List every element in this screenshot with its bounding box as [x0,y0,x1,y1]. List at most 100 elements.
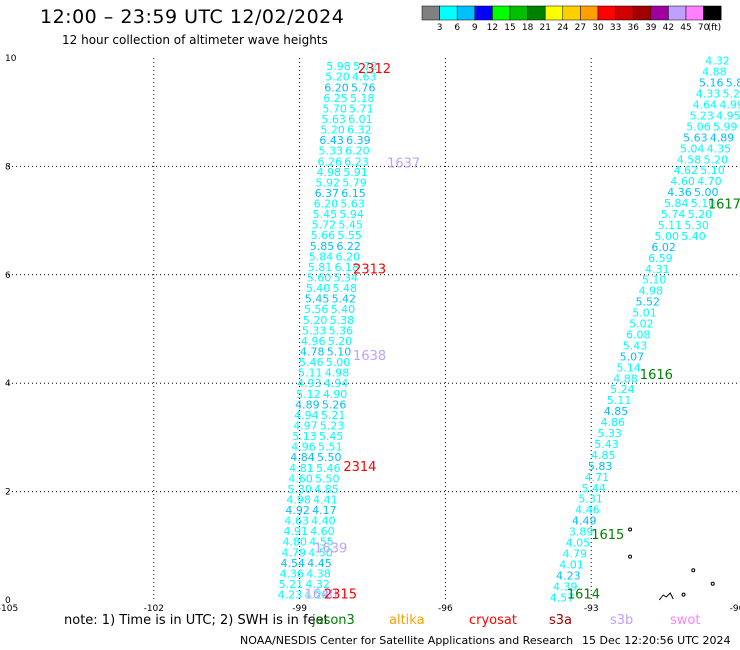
wave-height-value: 5.11 [298,367,323,380]
wave-height-value: 5.10 [700,164,725,177]
colorbar-label: 15 [504,23,515,33]
wave-height-value: 4.60 [310,525,335,538]
wave-height-value: 4.96 [291,441,316,454]
y-tick-label: 6 [5,271,11,281]
wave-height-value: 6.20 [345,145,370,158]
wave-height-value: 5.23 [689,109,714,122]
page-title: 12:00 – 23:59 UTC 12/02/2024 [40,6,345,28]
colorbar-swatch [456,5,476,21]
wave-height-value: 4.93 [297,377,322,390]
wave-height-value: 4.60 [670,175,695,188]
wave-height-value: 5.43 [594,438,619,451]
colorbar-label: 18 [522,23,534,33]
colorbar-label: 39 [645,23,657,33]
colorbar-swatch [597,5,616,21]
wave-height-value: 5.02 [629,318,654,331]
wave-height-value: 5.63 [683,131,708,144]
wave-height-value: 5.33 [597,427,622,440]
wave-height-value: 5.98 [326,60,351,73]
wave-height-value: 6.37 [315,187,340,200]
wave-height-value: 4.17 [312,504,337,517]
wave-height-value: 4.98 [317,166,342,179]
colorbar-label: 33 [610,23,621,33]
y-tick-label: 0 [5,596,11,606]
wave-height-value: 4.95 [716,109,740,122]
colorbar-unit: (ft) [708,23,722,33]
wave-height-value: 5.72 [312,219,337,232]
wave-height-value: 5.44 [582,482,607,495]
coastline-segment [658,592,674,601]
legend-s3a: s3a [549,613,573,628]
wave-height-value: 5.45 [313,208,338,221]
coastline-mark [691,568,696,573]
wave-height-value: 5.24 [610,383,635,396]
colorbar-label: 45 [680,23,691,33]
wave-height-value: 4.63 [352,71,377,84]
colorbar-swatch [650,5,669,21]
wave-height-value: 5.51 [318,441,343,454]
wave-height-value: 6.32 [347,124,372,137]
wave-height-value: 6.02 [651,241,676,254]
wave-height-value: 6.15 [341,187,366,200]
time-label: 2312 [358,62,391,77]
wave-height-value: 5.76 [351,81,376,94]
wave-height-value: 4.99 [719,99,740,112]
colorbar-swatch [615,5,634,21]
wave-height-value: 5.00 [326,356,351,369]
colorbar-swatch [580,5,599,21]
wave-height-value: 5.56 [304,303,329,316]
time-label: 1617 [708,197,740,212]
wave-height-value: 5.45 [338,219,363,232]
wave-height-value: 5.45 [305,293,330,306]
wave-height-value: 5.23 [320,419,345,432]
wave-height-value: 5.84 [664,197,689,210]
wave-height-value: 5.43 [623,339,648,352]
wave-height-value: 5.04 [680,142,705,155]
wave-height-value: 5.30 [684,219,709,232]
legend-jason3: jason3 [312,613,355,628]
coastline-mark [681,592,686,597]
time-label: 1638 [353,349,386,364]
wave-height-value: 6.18 [334,261,359,274]
wave-height-value: 4.38 [306,567,331,580]
wave-height-value: 5.66 [311,229,336,242]
wave-height-value: 4.45 [307,557,332,570]
wave-height-value: 4.88 [702,66,727,79]
x-tick-label: -102 [144,604,164,614]
wave-height-value: 4.58 [677,153,702,166]
x-tick-label: -99 [292,604,307,614]
colorbar-swatch [527,5,546,21]
coastline-mark [710,581,715,586]
wave-height-value: 5.11 [658,219,683,232]
wave-height-value: 4.64 [693,99,718,112]
wave-height-value: 4.33 [696,88,721,101]
wave-height-value: 5.81 [726,77,740,90]
wave-height-value: 4.32 [705,55,730,68]
wave-height-value: 6.20 [324,81,349,94]
time-label: 2315 [324,588,357,603]
wave-height-value: 5.74 [661,208,686,221]
wave-height-value: 4.97 [293,419,318,432]
colorbar-swatch [685,5,704,21]
wave-height-value: 5.20 [688,208,713,221]
colorbar-swatch [668,5,687,21]
wave-height-value: 5.10 [691,197,716,210]
wave-height-value: 5.99 [713,120,738,133]
wave-height-value: 6.25 [323,92,348,105]
wave-height-value: 4.31 [645,263,670,276]
wave-height-value: 5.33 [318,145,343,158]
wave-height-value: 5.48 [333,282,358,295]
colorbar-swatch [632,5,652,21]
wave-height-value: 5.46 [316,462,341,475]
wave-height-value: 5.20 [703,153,728,166]
wave-height-value: 4.60 [288,472,313,485]
wave-height-value: 4.35 [707,142,732,155]
wave-height-value: 6.39 [346,134,371,147]
colorbar-label: 3 [437,23,443,33]
legend-altika: altika [389,613,425,628]
wave-height-value: 5.07 [620,350,645,363]
wave-height-value: 6.22 [336,240,361,253]
wave-height-value: 5.34 [334,272,359,285]
wave-height-value: 5.63 [340,198,365,211]
y-tick-label: 4 [5,379,11,389]
